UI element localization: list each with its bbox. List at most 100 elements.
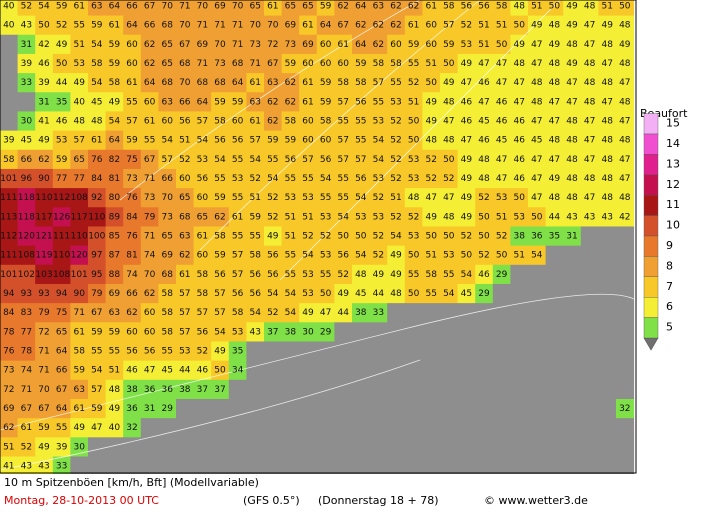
wind-value: 62 [373, 40, 384, 50]
wind-value: 78 [3, 327, 15, 337]
land-cell [545, 283, 564, 304]
land-cell [616, 379, 635, 400]
wind-value: 49 [267, 232, 279, 242]
wind-value: 31 [21, 40, 32, 50]
wind-value: 59 [214, 193, 226, 203]
wind-value: 33 [21, 78, 32, 88]
wind-value: 56 [214, 270, 226, 280]
wind-value: 49 [549, 174, 561, 184]
wind-value: 31 [144, 404, 155, 414]
wind-value: 41 [3, 462, 14, 472]
wind-cell [528, 207, 547, 227]
land-cell [475, 303, 494, 323]
land-cell [264, 418, 283, 438]
land-cell [211, 456, 230, 477]
wind-value: 52 [425, 155, 436, 165]
wind-cell [299, 283, 318, 304]
wind-cell [211, 15, 230, 36]
land-cell [475, 341, 494, 362]
wind-value: 61 [109, 21, 120, 31]
wind-value: 57 [355, 155, 366, 165]
wind-cell [404, 73, 423, 93]
wind-value: 50 [320, 289, 332, 299]
wind-cell [105, 15, 124, 36]
wind-value: 56 [197, 174, 209, 184]
wind-cell [123, 360, 142, 381]
wind-cell [369, 188, 388, 208]
wind-cell [140, 73, 159, 93]
wind-cell [352, 34, 371, 55]
wind-value: 56 [461, 2, 473, 12]
wind-cell [352, 15, 371, 36]
wind-value: 64 [355, 40, 367, 50]
wind-cell [193, 149, 212, 170]
land-cell [492, 360, 511, 381]
wind-value: 46 [513, 155, 525, 165]
land-cell [492, 418, 511, 438]
wind-cell [35, 34, 54, 55]
wind-value: 47 [496, 78, 507, 88]
wind-value: 47 [443, 117, 454, 127]
land-cell [440, 437, 459, 457]
land-cell [316, 341, 335, 362]
wind-value: 29 [496, 270, 508, 280]
wind-value: 48 [443, 136, 455, 146]
wind-cell [264, 0, 283, 17]
wind-value: 108 [18, 251, 35, 261]
wind-value: 58 [249, 251, 261, 261]
wind-cell [545, 15, 564, 36]
wind-value: 67 [38, 404, 49, 414]
land-cell [299, 418, 318, 438]
wind-value: 40 [3, 2, 15, 12]
land-cell [352, 341, 371, 362]
wind-cell [193, 34, 212, 55]
wind-cell [369, 130, 388, 151]
wind-value: 60 [302, 117, 314, 127]
wind-cell [281, 149, 300, 170]
wind-value: 58 [232, 308, 244, 318]
wind-value: 51 [285, 212, 296, 222]
wind-value: 126 [53, 212, 70, 222]
wind-cell [422, 15, 441, 36]
wind-cell [510, 245, 529, 266]
wind-value: 59 [38, 423, 50, 433]
land-cell [299, 341, 318, 362]
wind-value: 55 [373, 97, 384, 107]
wind-value: 58 [161, 289, 173, 299]
wind-value: 51 [302, 212, 313, 222]
wind-value: 38 [126, 385, 138, 395]
wind-cell [88, 341, 107, 362]
wind-cell [123, 92, 142, 112]
wind-value: 53 [408, 232, 419, 242]
wind-value: 76 [126, 232, 138, 242]
wind-value: 40 [109, 423, 121, 433]
wind-value: 47 [478, 97, 489, 107]
wind-value: 61 [144, 117, 155, 127]
wind-value: 63 [249, 97, 260, 107]
wind-value: 49 [549, 40, 561, 50]
land-cell [246, 360, 265, 381]
wind-cell [17, 398, 36, 419]
wind-value: 54 [38, 2, 50, 12]
wind-value: 50 [549, 2, 561, 12]
wind-cell [176, 283, 195, 304]
wind-cell [316, 322, 335, 342]
wind-value: 53 [285, 193, 296, 203]
wind-value: 76 [91, 155, 103, 165]
land-cell [510, 264, 529, 285]
wind-value: 71 [179, 2, 190, 12]
wind-cell [52, 418, 71, 438]
wind-value: 110 [88, 212, 105, 222]
wind-value: 49 [461, 212, 473, 222]
wind-value: 50 [337, 232, 349, 242]
wind-cell [580, 53, 599, 74]
wind-value: 54 [267, 174, 279, 184]
wind-value: 46 [496, 97, 508, 107]
wind-cell [246, 92, 265, 112]
land-cell [105, 437, 124, 457]
land-cell [598, 226, 617, 247]
wind-value: 53 [232, 174, 243, 184]
wind-cell [70, 283, 89, 304]
land-cell [352, 360, 371, 381]
wind-value: 53 [461, 40, 472, 50]
